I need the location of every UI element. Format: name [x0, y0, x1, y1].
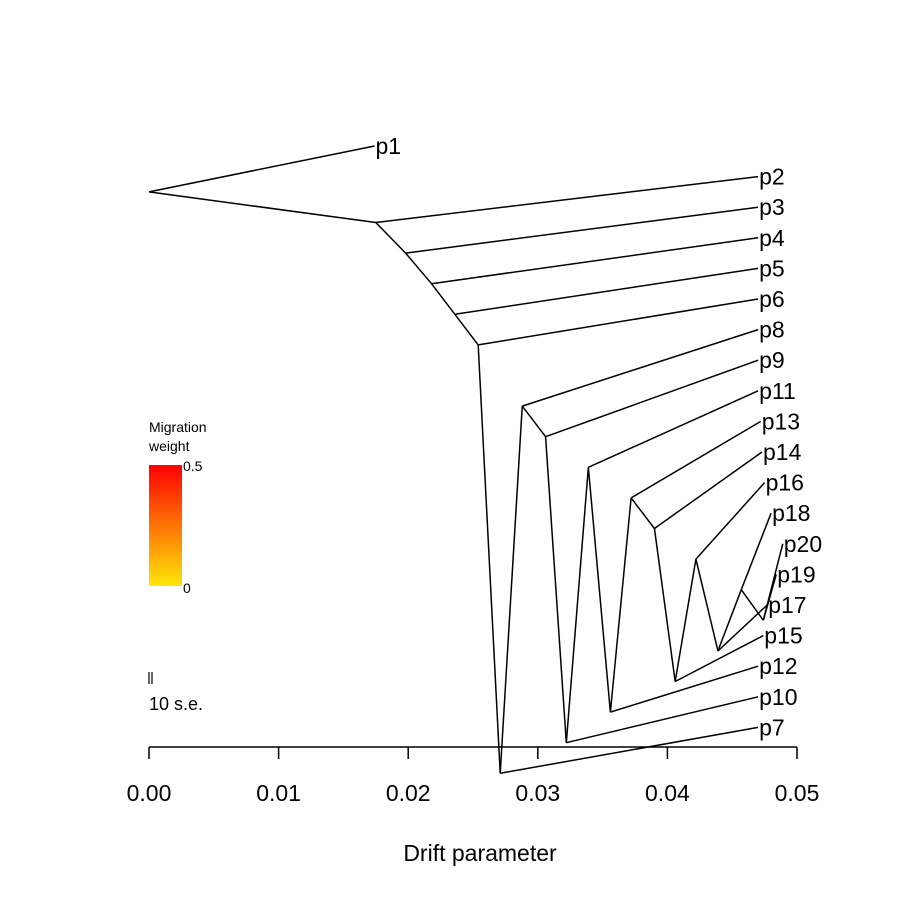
tip-label-p6: p6 — [759, 286, 785, 312]
branch-n10-p11 — [588, 390, 759, 468]
branch-n5-p6 — [478, 298, 759, 346]
branch-n11-n12 — [609, 497, 632, 713]
branch-n5-n6 — [477, 344, 501, 774]
branch-n10-n11 — [587, 467, 612, 713]
tip-label-p15: p15 — [764, 623, 802, 649]
legend-min-label: 0 — [183, 580, 191, 596]
tip-label-p19: p19 — [777, 561, 815, 587]
se-scale-bar: 10 s.e. — [148, 672, 203, 714]
tip-label-p3: p3 — [759, 194, 785, 220]
tip-label-p11: p11 — [759, 378, 796, 404]
tip-label-p9: p9 — [759, 347, 785, 373]
branch-n8-p9 — [545, 359, 759, 438]
branch-n7-p8 — [522, 328, 759, 407]
branch-n9-n10 — [565, 467, 590, 743]
branch-n9-p10 — [566, 696, 759, 744]
legend-title-line1: Migration — [149, 419, 207, 435]
branch-n16-p17 — [717, 604, 768, 652]
branch-n3-n4 — [430, 283, 456, 315]
tip-label-p13: p13 — [762, 408, 800, 434]
branch-n7-n8 — [521, 405, 547, 438]
tip-label-p5: p5 — [759, 255, 785, 281]
branch-n13-n14 — [653, 528, 676, 682]
branch-n8-n9 — [544, 436, 568, 743]
migration-legend: Migration weight 0.5 0 — [148, 419, 207, 596]
branch-n12-n13 — [630, 497, 656, 529]
x-tick-label-0.04: 0.04 — [645, 780, 690, 806]
tip-label-p2: p2 — [759, 164, 785, 190]
legend-max-label: 0.5 — [183, 458, 203, 474]
branch-n1-p2 — [375, 175, 759, 224]
tip-label-p14: p14 — [763, 439, 802, 465]
branch-n1-n2 — [375, 221, 407, 254]
tip-labels: p1 p2 p3 p4 p5 p6 p8 p9 p11 p13 p14 p16 p18 p20 p19 p17… — [376, 133, 823, 740]
branch-n3-p4 — [431, 237, 759, 285]
branch-n4-p5 — [454, 267, 759, 316]
branch-root-n1 — [148, 191, 376, 224]
se-scale-label: 10 s.e. — [149, 694, 203, 714]
branch-n6-n7 — [499, 406, 523, 774]
branch-n15-n16 — [695, 558, 719, 652]
branch-n12-p13 — [630, 420, 762, 499]
branch-n17-p18 — [740, 512, 772, 590]
x-tick-label-0.01: 0.01 — [256, 780, 301, 806]
x-axis: 0.00 0.01 0.02 0.03 0.04 0.05 — [127, 746, 820, 806]
tip-label-p1: p1 — [376, 133, 402, 159]
tip-label-p18: p18 — [772, 500, 810, 526]
branch-n16-n17 — [717, 589, 742, 652]
branch-n15-p16 — [695, 482, 766, 560]
branch-n11-p12 — [610, 665, 759, 713]
branch-n17-n18 — [740, 589, 764, 621]
branch-n2-p3 — [405, 206, 759, 254]
legend-title-line2: weight — [148, 438, 190, 454]
branch-n14-n15 — [674, 558, 697, 682]
branch-n6-p7 — [500, 726, 759, 775]
branch-n13-p14 — [654, 451, 763, 530]
tip-label-p17: p17 — [768, 592, 806, 618]
tree-branches — [148, 145, 784, 775]
tip-label-p8: p8 — [759, 317, 785, 343]
branch-root-p1 — [148, 145, 375, 193]
x-axis-title: Drift parameter — [403, 840, 557, 866]
branch-n18-p19 — [762, 574, 777, 621]
x-tick-label-0.02: 0.02 — [386, 780, 431, 806]
tip-label-p16: p16 — [766, 470, 804, 496]
x-tick-label-0.03: 0.03 — [515, 780, 560, 806]
x-tick-label-0.00: 0.00 — [127, 780, 172, 806]
tip-label-p10: p10 — [759, 684, 797, 710]
tip-label-p7: p7 — [759, 714, 785, 740]
tip-label-p4: p4 — [759, 225, 785, 251]
branch-n2-n3 — [405, 252, 433, 285]
tip-label-p20: p20 — [784, 531, 822, 557]
tip-label-p12: p12 — [759, 653, 797, 679]
legend-color-bar — [149, 465, 182, 586]
x-tick-label-0.05: 0.05 — [775, 780, 820, 806]
branch-n4-n5 — [454, 313, 479, 346]
branch-n14-p15 — [674, 634, 764, 683]
